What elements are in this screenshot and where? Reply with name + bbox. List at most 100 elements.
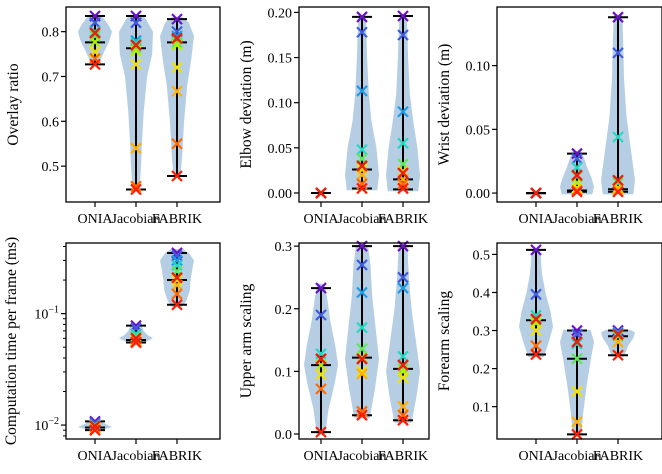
y-axis-label: Computation time per frame (ms): [3, 237, 20, 445]
data-point: [171, 36, 183, 49]
axes-frame: [496, 242, 662, 440]
data-point: [171, 250, 183, 262]
mean-marker: [315, 352, 327, 365]
data-point: [530, 339, 542, 352]
data-point: [571, 352, 583, 365]
y-tick-label: 0.3: [275, 240, 293, 255]
data-point-stroke: [171, 250, 183, 262]
y-tick-label: 10−1: [34, 305, 59, 323]
data-point-stroke: [397, 371, 409, 384]
x-tick-label: ONIA: [304, 212, 340, 227]
data-point-stroke: [356, 409, 368, 421]
data-point: [612, 183, 624, 196]
mean-marker-stroke: [171, 32, 183, 45]
data-point-stroke: [89, 424, 101, 436]
data-point: [612, 131, 624, 143]
y-tick-label: 0.0: [275, 428, 293, 443]
data-point-stroke: [171, 299, 183, 311]
mean-marker: [315, 187, 327, 199]
data-point: [356, 26, 368, 39]
data-point: [356, 368, 368, 380]
x-tick-label: ONIA: [78, 449, 114, 464]
data-point-stroke: [356, 11, 368, 23]
data-point: [397, 363, 409, 375]
data-point-stroke: [612, 326, 624, 339]
mean-marker-stroke: [171, 271, 183, 284]
data-point-stroke: [397, 409, 409, 421]
data-point: [130, 41, 142, 54]
data-point: [171, 254, 183, 267]
data-point-stroke: [130, 58, 142, 71]
axes-frame: [298, 6, 430, 203]
mean-marker-stroke: [315, 187, 327, 199]
data-point: [530, 244, 542, 256]
data-point: [171, 85, 183, 98]
mean-marker: [171, 32, 183, 45]
x-tick-label: Jacobian: [553, 449, 602, 464]
data-point: [356, 169, 368, 181]
axes-frame: [298, 242, 430, 440]
data-point: [356, 143, 368, 156]
data-point: [397, 105, 409, 118]
data-point-stroke: [315, 383, 327, 395]
y-tick-label: 0.1: [275, 365, 293, 380]
y-tick-label: 0.8: [42, 26, 60, 41]
data-point-stroke: [571, 147, 583, 160]
data-point-stroke: [397, 282, 409, 294]
y-tick-label: 0.20: [268, 6, 293, 21]
data-point-stroke: [530, 244, 542, 256]
data-point: [356, 321, 368, 334]
data-point-stroke: [571, 182, 583, 194]
data-point-stroke: [397, 105, 409, 118]
data-point-stroke: [397, 178, 409, 190]
data-point: [397, 182, 409, 195]
data-point-stroke: [356, 85, 368, 97]
mean-marker: [571, 336, 583, 348]
data-point-stroke: [356, 178, 368, 190]
mean-marker-stroke: [571, 336, 583, 348]
data-point-stroke: [571, 416, 583, 428]
data-point: [356, 343, 368, 355]
axes-frame: [65, 242, 221, 440]
data-point-stroke: [171, 254, 183, 267]
data-point-stroke: [171, 170, 183, 182]
data-point: [315, 368, 327, 381]
x-tick-label: FABRIK: [593, 449, 643, 464]
data-point-stroke: [89, 422, 101, 435]
data-point: [397, 409, 409, 421]
data-point-stroke: [612, 349, 624, 362]
data-point-stroke: [356, 365, 368, 378]
data-point-stroke: [530, 339, 542, 352]
data-point: [171, 274, 183, 286]
data-point-stroke: [397, 29, 409, 41]
x-tick-label: FABRIK: [378, 449, 428, 464]
y-tick-label: 0.00: [268, 187, 293, 202]
data-point-stroke: [397, 182, 409, 195]
mean-marker-stroke: [571, 169, 583, 182]
y-tick-label: 0.05: [268, 142, 293, 157]
mean-marker: [571, 169, 583, 182]
mean-marker: [130, 39, 142, 51]
mean-marker-stroke: [356, 160, 368, 172]
data-point-stroke: [612, 47, 624, 59]
data-point-stroke: [397, 350, 409, 363]
data-point: [171, 61, 183, 74]
data-point: [571, 152, 583, 165]
mean-marker: [356, 352, 368, 365]
data-point: [89, 422, 101, 435]
data-point: [530, 288, 542, 301]
data-point: [612, 326, 624, 339]
x-tick-label: FABRIK: [152, 212, 202, 227]
data-point: [612, 349, 624, 362]
data-point: [171, 299, 183, 311]
mean-marker-stroke: [130, 39, 142, 51]
data-point: [530, 348, 542, 361]
data-point-stroke: [397, 271, 409, 284]
data-point-stroke: [397, 400, 409, 413]
data-point: [397, 414, 409, 426]
data-point-stroke: [171, 13, 183, 25]
data-point: [356, 365, 368, 378]
mean-marker-stroke: [89, 420, 101, 432]
